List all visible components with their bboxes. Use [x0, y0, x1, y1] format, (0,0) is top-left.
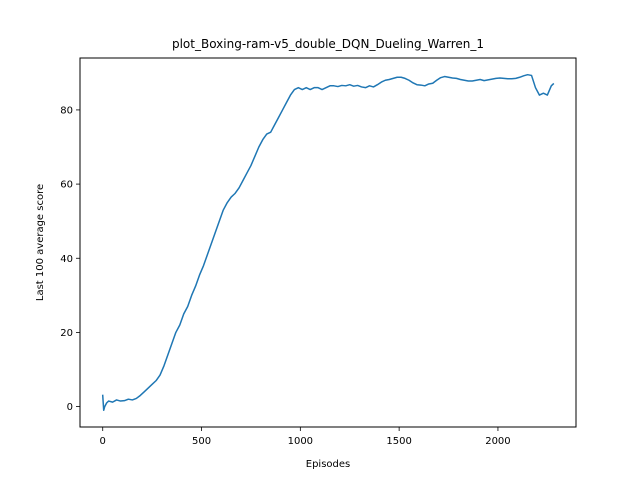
x-axis-ticks: 0 500 1000 1500 2000: [100, 427, 511, 447]
plot-area: 0 500 1000 1500 2000 0 20 40 60 80: [60, 57, 577, 447]
chart-title: plot_Boxing-ram-v5_double_DQN_Dueling_Wa…: [172, 37, 484, 51]
y-axis-label: Last 100 average score: [35, 184, 46, 301]
x-tick-label: 0: [100, 436, 106, 447]
x-tick-label: 2000: [485, 436, 510, 447]
y-tick-label: 0: [67, 402, 73, 413]
x-tick-label: 1000: [288, 436, 313, 447]
plot-background: [80, 58, 576, 427]
x-axis-label: Episodes: [306, 459, 350, 470]
x-tick-label: 500: [192, 436, 211, 447]
y-tick-label: 20: [60, 328, 73, 339]
y-tick-label: 80: [60, 105, 73, 116]
x-tick-label: 1500: [386, 436, 411, 447]
y-axis-ticks: 0 20 40 60 80: [60, 105, 80, 413]
series-line: [101, 73, 555, 412]
plot-frame: [79, 57, 577, 428]
y-tick-label: 40: [60, 254, 73, 265]
y-tick-label: 60: [60, 180, 73, 191]
